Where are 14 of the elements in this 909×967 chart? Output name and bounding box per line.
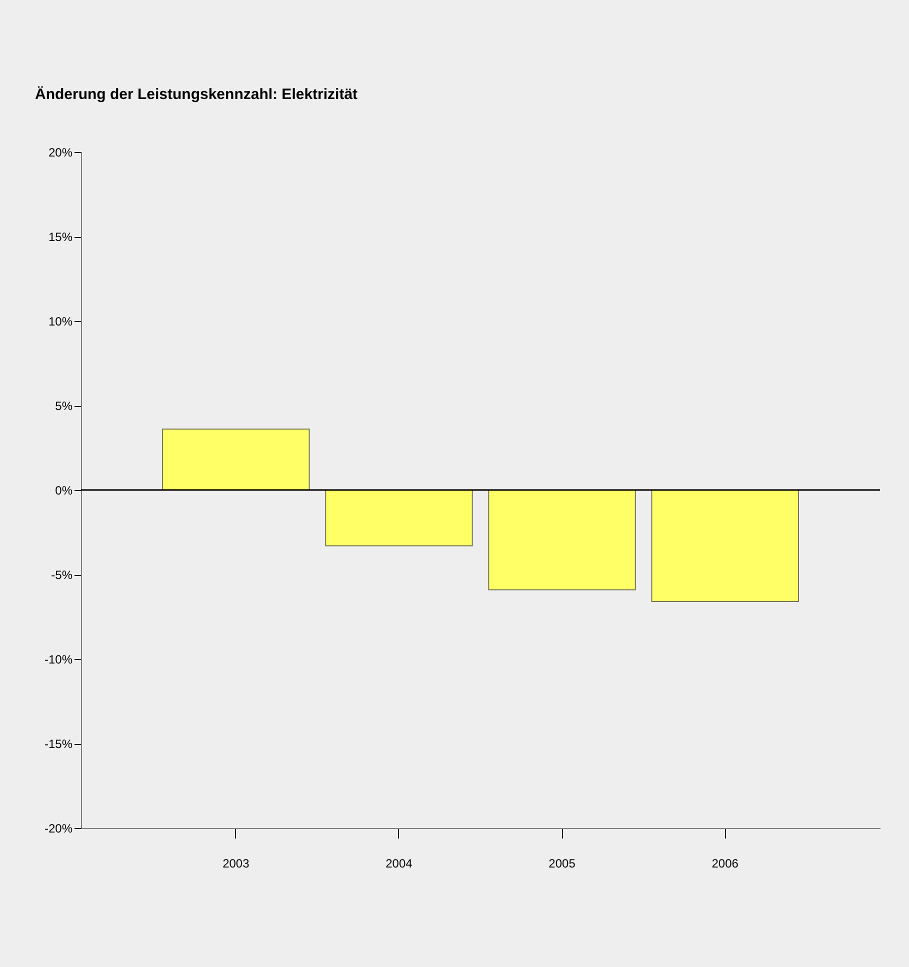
y-tick-label: -5% [51, 568, 73, 582]
y-tick-label: -10% [44, 652, 73, 666]
y-tick-label: 20% [48, 146, 73, 160]
y-tick-label: 15% [48, 230, 73, 244]
x-tick-label: 2004 [386, 856, 413, 870]
x-tick-label: 2003 [222, 856, 250, 870]
y-tick-label: -20% [44, 822, 73, 836]
y-tick-label: 10% [48, 314, 73, 328]
y-tick-label: 0% [55, 484, 73, 498]
chart-title: Änderung der Leistungskennzahl: Elektrizität [35, 86, 358, 103]
y-tick-label: 5% [55, 399, 73, 413]
x-tick-label: 2005 [548, 856, 576, 870]
y-tick-label: -15% [44, 737, 73, 751]
x-tick-label: 2006 [712, 856, 739, 870]
